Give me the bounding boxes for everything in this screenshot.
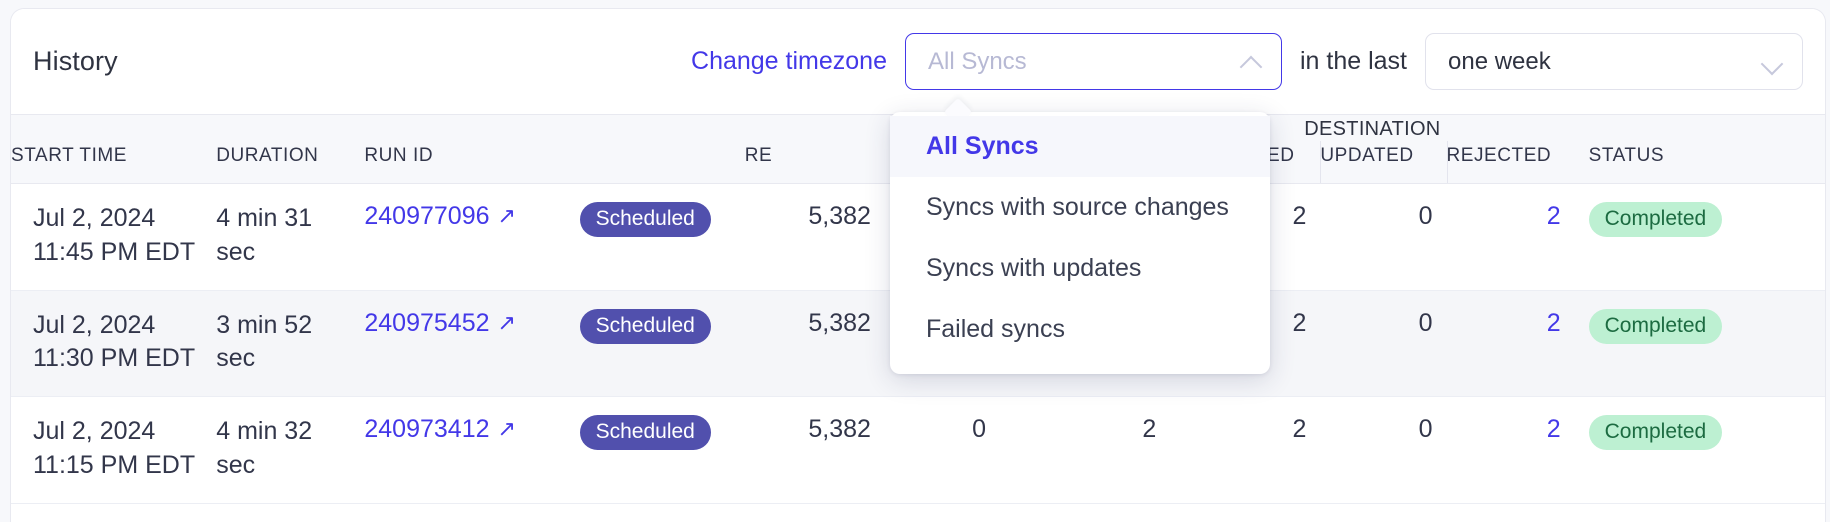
time-range-select[interactable]: one week bbox=[1425, 33, 1803, 90]
cell-trigger: Scheduled bbox=[579, 396, 745, 504]
external-link-icon[interactable]: ↗ bbox=[497, 203, 516, 228]
chevron-up-icon bbox=[1239, 49, 1265, 75]
dropdown-item-all-syncs[interactable]: All Syncs bbox=[890, 116, 1270, 177]
cell-col6: 2 bbox=[1000, 396, 1171, 504]
run-id-link[interactable]: 240975452 bbox=[364, 308, 490, 337]
group-header-spacer-right bbox=[1574, 115, 1825, 141]
rejected-link[interactable]: 2 bbox=[1546, 202, 1561, 230]
card-header: History Change timezone All Syncs in the… bbox=[11, 9, 1825, 115]
cell-start-time: Jul 2, 2024 11:15 PM EDT bbox=[11, 396, 217, 504]
table-row[interactable]: Jul 2, 2024 11:30 PM EDT 3 min 52 sec 24… bbox=[11, 290, 1825, 397]
cell-records: 5,382 bbox=[744, 183, 885, 291]
cell-run-id: 240973412 ↗ bbox=[364, 396, 580, 504]
duration-line1: 4 min 31 bbox=[216, 204, 313, 232]
external-link-icon[interactable]: ↗ bbox=[497, 416, 516, 441]
cell-col5: 0 bbox=[884, 396, 1001, 504]
cell-trigger: Scheduled bbox=[579, 183, 745, 291]
start-time: 11:15 PM EDT bbox=[33, 450, 196, 479]
trigger-badge: Scheduled bbox=[579, 202, 711, 237]
status-badge: Completed bbox=[1588, 415, 1723, 450]
start-date: Jul 2, 2024 bbox=[33, 417, 156, 445]
column-header-run-id[interactable]: RUN ID bbox=[364, 141, 580, 184]
cell-records: 5,382 bbox=[744, 290, 885, 397]
trigger-badge: Scheduled bbox=[579, 415, 711, 450]
header-controls: Change timezone All Syncs in the last on… bbox=[691, 33, 1803, 90]
cell-duration: 3 min 52 sec bbox=[216, 290, 365, 397]
in-the-last-label: in the last bbox=[1299, 47, 1407, 75]
column-header-duration[interactable]: DURATION bbox=[216, 141, 365, 184]
status-badge: Completed bbox=[1588, 202, 1723, 237]
duration-line2: sec bbox=[216, 237, 256, 266]
cell-updated: 0 bbox=[1320, 290, 1447, 397]
cell-duration: 4 min 31 sec bbox=[216, 183, 365, 291]
duration-line2: sec bbox=[216, 450, 256, 479]
sync-filter-value: All Syncs bbox=[927, 47, 1027, 75]
cell-status: Completed bbox=[1574, 290, 1825, 397]
duration-line2: sec bbox=[216, 344, 256, 373]
duration-line1: 3 min 52 bbox=[216, 310, 313, 339]
external-link-icon[interactable]: ↗ bbox=[497, 309, 516, 335]
cell-status: Completed bbox=[1574, 183, 1825, 291]
dropdown-item-failed-syncs[interactable]: Failed syncs bbox=[926, 315, 1065, 343]
page-title: History bbox=[33, 46, 118, 76]
rejected-link[interactable]: 2 bbox=[1546, 415, 1561, 443]
chevron-down-icon bbox=[1760, 49, 1786, 75]
start-time: 11:30 PM EDT bbox=[33, 344, 196, 373]
cell-start-time: Jul 2, 2024 11:45 PM EDT bbox=[11, 183, 217, 291]
column-header-updated[interactable]: UPDATED bbox=[1320, 141, 1447, 184]
cell-duration: 4 min 32 sec bbox=[216, 396, 365, 504]
cell-trigger: Scheduled bbox=[579, 290, 745, 397]
dropdown-item-syncs-with-source-changes[interactable]: Syncs with source changes bbox=[926, 193, 1229, 221]
trigger-badge: Scheduled bbox=[579, 308, 711, 344]
column-header-trigger[interactable] bbox=[579, 141, 745, 184]
cell-status: Completed bbox=[1574, 396, 1825, 504]
column-header-rejected[interactable]: REJECTED bbox=[1446, 141, 1575, 184]
column-header-status[interactable]: STATUS bbox=[1574, 141, 1825, 184]
cell-run-id: 240977096 ↗ bbox=[364, 183, 580, 291]
rejected-link[interactable]: 2 bbox=[1546, 308, 1561, 337]
sync-filter-dropdown-menu: All Syncs Syncs with source changes Sync… bbox=[890, 112, 1270, 374]
run-id-link[interactable]: 240977096 bbox=[364, 202, 490, 230]
cell-rejected: 2 bbox=[1446, 183, 1575, 291]
cell-start-time: Jul 2, 2024 11:30 PM EDT bbox=[11, 290, 217, 397]
cell-run-id: 240975452 ↗ bbox=[364, 290, 580, 397]
time-range-value: one week bbox=[1448, 47, 1551, 75]
column-header-records[interactable]: RE bbox=[744, 141, 885, 184]
cell-updated: 0 bbox=[1320, 396, 1447, 504]
start-date: Jul 2, 2024 bbox=[33, 310, 156, 339]
start-time: 11:45 PM EDT bbox=[33, 237, 196, 266]
cell-updated: 0 bbox=[1320, 183, 1447, 291]
change-timezone-button[interactable]: Change timezone bbox=[691, 47, 887, 75]
cell-rejected: 2 bbox=[1446, 290, 1575, 397]
table-row[interactable]: Jul 2, 2024 11:15 PM EDT 4 min 32 sec 24… bbox=[11, 396, 1825, 504]
status-badge: Completed bbox=[1588, 308, 1723, 344]
duration-line1: 4 min 32 bbox=[216, 417, 313, 445]
cell-records: 5,382 bbox=[744, 396, 885, 504]
start-date: Jul 2, 2024 bbox=[33, 204, 156, 232]
cell-processed: 2 bbox=[1170, 396, 1321, 504]
dropdown-item-syncs-with-updates[interactable]: Syncs with updates bbox=[926, 254, 1142, 282]
column-header-start-time[interactable]: START TIME bbox=[11, 141, 217, 184]
sync-filter-select[interactable]: All Syncs bbox=[904, 33, 1282, 90]
cell-rejected: 2 bbox=[1446, 396, 1575, 504]
run-id-link[interactable]: 240973412 bbox=[364, 415, 490, 443]
